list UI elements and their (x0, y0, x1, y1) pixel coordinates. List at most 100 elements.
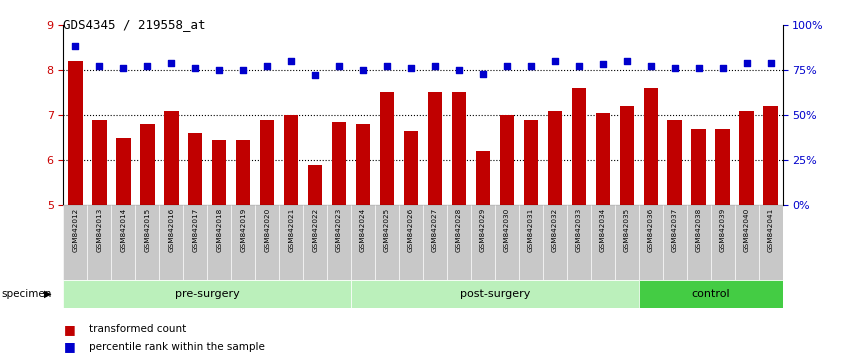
Text: post-surgery: post-surgery (459, 289, 530, 299)
Bar (159, 205, 184, 280)
Point (164, 60, 178, 65)
Point (69, 44, 82, 49)
Bar (231, 205, 255, 280)
Point (212, 67, 226, 73)
Point (716, 65, 729, 71)
Text: GSM842038: GSM842038 (695, 207, 701, 252)
Bar (404, 131, 418, 205)
Text: GSM842039: GSM842039 (720, 207, 726, 252)
Bar (380, 92, 394, 205)
Bar (236, 140, 250, 205)
Bar (69, 61, 83, 205)
Bar (351, 280, 639, 308)
Text: GSM842027: GSM842027 (432, 207, 438, 252)
Bar (759, 205, 783, 280)
Text: GSM842041: GSM842041 (767, 207, 773, 252)
Bar (140, 124, 155, 205)
Text: ■: ■ (63, 323, 75, 336)
Bar (716, 129, 730, 205)
Text: pre-surgery: pre-surgery (175, 289, 239, 299)
Bar (572, 88, 586, 205)
Text: GSM842023: GSM842023 (336, 207, 342, 252)
Point (236, 67, 250, 73)
Bar (279, 205, 303, 280)
Text: GSM842025: GSM842025 (384, 207, 390, 252)
Bar (662, 205, 687, 280)
Point (380, 63, 393, 69)
Text: GSM842028: GSM842028 (456, 207, 462, 252)
Point (261, 63, 274, 69)
Bar (332, 122, 346, 205)
Point (308, 73, 321, 78)
Text: GSM842012: GSM842012 (73, 207, 79, 252)
Bar (356, 124, 371, 205)
Text: GSM842029: GSM842029 (480, 207, 486, 252)
Point (500, 63, 514, 69)
Point (692, 65, 706, 71)
Bar (615, 205, 639, 280)
Bar (327, 205, 351, 280)
Text: GSM842040: GSM842040 (744, 207, 750, 252)
Bar (63, 280, 351, 308)
Text: GSM842013: GSM842013 (96, 207, 102, 252)
Bar (495, 205, 519, 280)
Bar (284, 115, 299, 205)
Point (92, 63, 106, 69)
Text: GSM842014: GSM842014 (120, 207, 126, 252)
Bar (447, 205, 471, 280)
Bar (184, 205, 207, 280)
Bar (375, 205, 399, 280)
Bar (519, 205, 543, 280)
Bar (644, 88, 658, 205)
Text: GSM842032: GSM842032 (552, 207, 558, 252)
Bar (596, 113, 610, 205)
Point (764, 60, 777, 65)
Bar (164, 110, 179, 205)
Bar (475, 151, 490, 205)
Bar (92, 120, 107, 205)
Bar (667, 120, 682, 205)
Point (476, 71, 490, 76)
Bar (308, 165, 322, 205)
Text: GSM842019: GSM842019 (240, 207, 246, 252)
Bar (591, 205, 615, 280)
Text: GSM842026: GSM842026 (408, 207, 414, 252)
Point (140, 63, 154, 69)
Bar (63, 205, 87, 280)
Bar (428, 92, 442, 205)
Text: percentile rank within the sample: percentile rank within the sample (89, 342, 265, 352)
Bar (188, 133, 202, 205)
Text: GSM842020: GSM842020 (264, 207, 270, 252)
Bar (471, 205, 495, 280)
Point (356, 67, 370, 73)
Point (284, 58, 298, 64)
Text: GSM842037: GSM842037 (672, 207, 678, 252)
Bar (639, 205, 662, 280)
Text: GSM842033: GSM842033 (576, 207, 582, 252)
Bar (452, 92, 466, 205)
Bar (87, 205, 112, 280)
Point (596, 62, 609, 67)
Point (404, 65, 418, 71)
Bar (399, 205, 423, 280)
Text: GSM842021: GSM842021 (288, 207, 294, 252)
Bar (543, 205, 567, 280)
Bar (547, 110, 562, 205)
Bar (639, 280, 783, 308)
Bar (260, 120, 274, 205)
Text: specimen: specimen (2, 289, 52, 299)
Bar (423, 205, 447, 280)
Text: GSM842024: GSM842024 (360, 207, 366, 252)
Text: GSM842036: GSM842036 (648, 207, 654, 252)
Bar (303, 205, 327, 280)
Text: GSM842031: GSM842031 (528, 207, 534, 252)
Text: GSM842034: GSM842034 (600, 207, 606, 252)
Bar (763, 106, 777, 205)
Point (524, 63, 537, 69)
Point (667, 65, 681, 71)
Text: control: control (691, 289, 730, 299)
Text: transformed count: transformed count (89, 324, 186, 334)
Point (548, 58, 562, 64)
Text: GSM842030: GSM842030 (504, 207, 510, 252)
Text: GSM842018: GSM842018 (217, 207, 222, 252)
